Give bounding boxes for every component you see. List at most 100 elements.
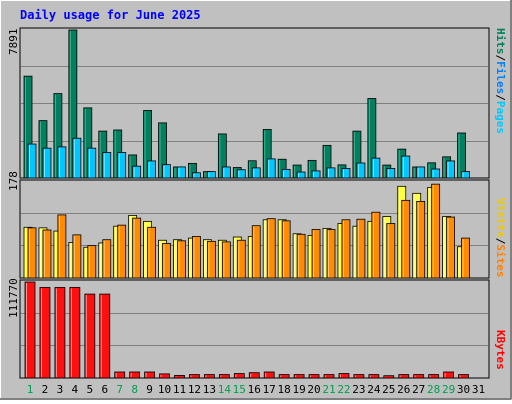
sites-bar-day-6-body (102, 239, 112, 279)
x-tick-day-17: 17 (263, 383, 276, 396)
kbytes-bar-day-28 (428, 374, 440, 379)
x-tick-day-22: 22 (337, 383, 350, 396)
x-tick-day-9: 9 (146, 383, 153, 396)
middle-legend-item-1: / (494, 238, 507, 245)
x-tick-day-28: 28 (427, 383, 440, 396)
kbytes-bar-day-3-body (54, 287, 66, 379)
files-bar-day-8 (132, 165, 142, 179)
sites-bar-day-29 (446, 216, 456, 279)
x-tick-day-29: 29 (442, 383, 455, 396)
bars-layer (23, 29, 470, 379)
sites-bar-day-3 (57, 214, 67, 279)
files-bar-day-3-body (57, 146, 67, 179)
kbytes-bar-day-26-body (398, 374, 410, 379)
sites-bar-day-4-body (72, 234, 82, 279)
x-tick-day-18: 18 (278, 383, 291, 396)
x-tick-day-20: 20 (307, 383, 320, 396)
sites-bar-day-2 (42, 229, 52, 279)
kbytes-bar-day-19 (293, 374, 305, 379)
kbytes-bar-day-22 (338, 373, 350, 379)
files-bar-day-14 (221, 166, 231, 179)
kbytes-bar-day-21 (323, 374, 335, 379)
sites-bar-day-22-body (341, 219, 351, 279)
middle-legend-item-2: Sites (494, 244, 507, 277)
sites-bar-day-24 (371, 211, 381, 279)
sites-bar-day-20 (311, 229, 321, 279)
files-bar-day-13-body (206, 171, 216, 179)
x-tick-day-21: 21 (322, 383, 335, 396)
kbytes-bar-day-1-body (24, 281, 36, 379)
kbytes-bar-day-20 (308, 374, 320, 379)
sites-bar-day-8-body (132, 217, 142, 279)
files-bar-day-17 (266, 158, 276, 179)
files-bar-day-18-body (281, 168, 291, 179)
sites-bar-day-23 (356, 218, 366, 279)
sites-bar-day-5-body (87, 245, 97, 279)
files-bar-day-26 (401, 155, 411, 179)
kbytes-bar-day-15 (233, 373, 245, 379)
x-tick-day-31: 31 (472, 383, 485, 396)
kbytes-bar-day-13 (203, 374, 215, 379)
kbytes-bar-day-2 (39, 287, 51, 379)
files-bar-day-13 (206, 171, 216, 179)
panel-bottom-plot-area (19, 279, 490, 379)
x-tick-day-25: 25 (382, 383, 395, 396)
sites-bar-day-18-body (281, 220, 291, 279)
kbytes-bar-day-4-body (69, 287, 81, 379)
files-bar-day-6 (102, 152, 112, 179)
x-tick-day-26: 26 (397, 383, 410, 396)
files-bar-day-6-body (102, 152, 112, 179)
sites-bar-day-30-body (461, 237, 470, 279)
sites-bar-day-28 (431, 183, 441, 279)
x-tick-day-19: 19 (292, 383, 305, 396)
files-bar-day-28 (431, 168, 441, 179)
sites-bar-day-16-body (251, 225, 261, 279)
sites-bar-day-2-body (42, 229, 52, 279)
kbytes-bar-day-25-body (383, 375, 395, 379)
sites-bar-day-30 (461, 237, 470, 279)
x-tick-day-10: 10 (158, 383, 171, 396)
files-bar-day-22 (341, 168, 351, 179)
x-tick-day-12: 12 (188, 383, 201, 396)
middle-legend-item-0: Visits (494, 198, 507, 238)
x-tick-day-2: 2 (42, 383, 49, 396)
files-bar-day-24 (371, 157, 381, 179)
sites-bar-day-12-body (192, 236, 201, 279)
files-bar-day-21-body (326, 167, 336, 179)
kbytes-bar-day-11-body (174, 375, 185, 379)
files-bar-day-17-body (266, 158, 276, 179)
files-bar-day-24-body (371, 157, 381, 179)
files-bar-day-30 (461, 171, 470, 179)
sites-bar-day-14 (221, 241, 231, 279)
sites-bar-day-11 (177, 240, 186, 279)
sites-bar-day-1-body (27, 227, 37, 279)
files-bar-day-4 (72, 137, 82, 179)
files-bar-day-12-body (192, 172, 201, 179)
bottom-ymax-label: 111770 (7, 278, 20, 318)
files-bar-day-15 (236, 169, 246, 179)
files-bar-day-10-body (162, 164, 171, 179)
kbytes-bar-day-23 (353, 374, 365, 379)
sites-bar-day-29-body (446, 216, 456, 279)
kbytes-bar-day-17-body (263, 371, 275, 379)
files-bar-day-16 (251, 167, 261, 179)
kbytes-bar-day-16-body (248, 372, 260, 379)
sites-bar-day-17-body (266, 218, 276, 279)
sites-bar-day-11-body (177, 240, 186, 279)
kbytes-bar-day-9 (144, 371, 156, 379)
kbytes-bar-day-4 (69, 287, 81, 379)
files-bar-day-5 (87, 147, 97, 179)
kbytes-bar-day-2-body (39, 287, 51, 379)
kbytes-bar-day-7 (114, 371, 126, 379)
files-bar-day-7 (117, 152, 127, 179)
kbytes-bar-day-30-body (458, 374, 469, 379)
x-tick-labels: 1 2 3 4 5 6 7 8 9 10 11 12 13 14 15 16 17 18 19 20 21 22 23 24 2… (27, 383, 485, 396)
x-tick-day-8: 8 (131, 383, 138, 396)
x-tick-day-15: 15 (233, 383, 246, 396)
sites-bar-day-13-body (206, 240, 216, 279)
top-legend-item-1: / (494, 55, 507, 62)
middle-legend: Visits/Sites (494, 198, 507, 278)
top-legend: Hits/Files/Pages (494, 28, 507, 134)
